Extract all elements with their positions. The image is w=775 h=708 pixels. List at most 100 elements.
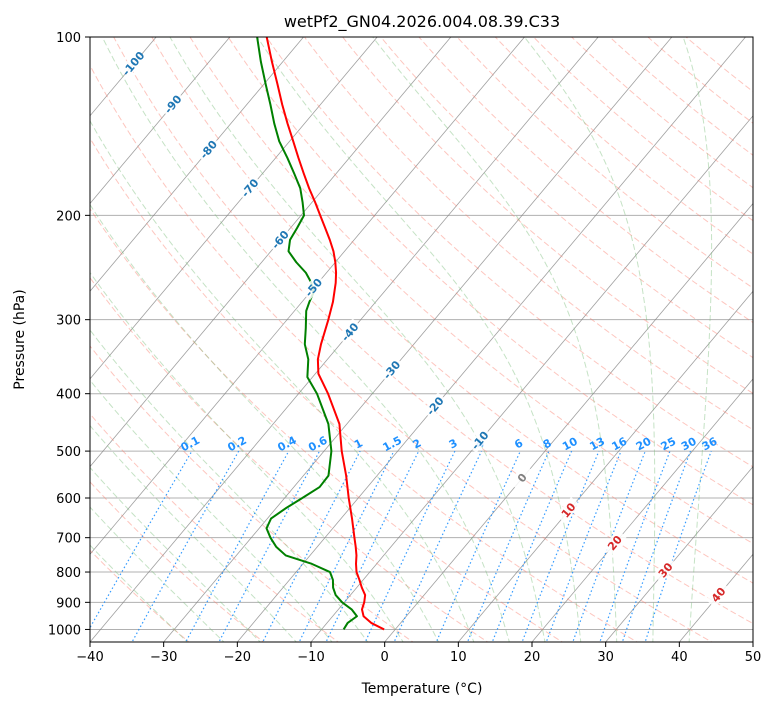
y-tick-label: 200 <box>56 209 81 224</box>
temperature-line <box>265 37 385 631</box>
moist-adiabat-line <box>90 379 333 642</box>
mixing-ratio-label: 25 <box>659 435 679 454</box>
isotherm-label-bg <box>602 529 627 556</box>
isotherm-line <box>90 37 526 555</box>
dry-adiabat-line <box>90 64 713 642</box>
mixing-ratio-line <box>644 450 712 642</box>
dry-adiabat-line <box>90 549 190 642</box>
mixing-ratio-line <box>545 450 622 642</box>
x-axis-label: Temperature (°C) <box>361 681 483 697</box>
plot-frame <box>89 36 754 643</box>
isotherm-line <box>384 202 753 642</box>
y-tick-label: 400 <box>56 388 81 403</box>
y-tick-label: 900 <box>56 596 81 611</box>
isotherm-label-bg <box>422 392 447 419</box>
x-tick-label: −20 <box>224 650 251 665</box>
isotherm-label-bg <box>160 90 185 117</box>
y-tick-label: 800 <box>56 566 81 581</box>
isotherm-line <box>236 37 747 642</box>
mixing-ratio-line <box>218 450 321 642</box>
x-tick-label: 40 <box>671 650 688 665</box>
y-tick-label: 500 <box>56 445 81 460</box>
mixing-ratio-line <box>262 450 361 642</box>
dry-adiabat-line <box>90 345 414 642</box>
isotherm-label-bg <box>555 496 581 523</box>
mixing-ratio-line <box>90 450 193 629</box>
isotherm-label-bg <box>300 274 326 301</box>
x-tick-label: 30 <box>597 650 614 665</box>
moist-adiabat-line <box>90 424 297 642</box>
isotherm-line <box>90 37 378 380</box>
y-tick-label: 100 <box>56 31 81 46</box>
mixing-ratio-line <box>185 450 290 642</box>
plot-area: 0.10.20.40.611.52346810131620253036-100-… <box>90 37 753 642</box>
x-tick-label: −30 <box>150 650 177 665</box>
isotherm-line <box>90 37 157 117</box>
dry-adiabat-line <box>151 37 753 584</box>
mixing-ratio-line <box>572 450 646 642</box>
isotherm-line <box>531 378 753 642</box>
isotherm-line <box>605 465 753 642</box>
mixing-ratio-label: 16 <box>610 435 630 454</box>
x-tick-label: −40 <box>76 650 103 665</box>
isotherm-label-bg <box>195 136 221 163</box>
x-tick-label: 10 <box>450 650 467 665</box>
isotherm-label-bg <box>509 464 534 491</box>
dry-adiabat-line <box>90 207 564 642</box>
moist-adiabat-line <box>90 271 404 642</box>
mixing-ratio-line <box>491 450 573 642</box>
dry-adiabat-line <box>265 37 753 468</box>
mixing-ratio-line <box>621 450 692 642</box>
mixing-ratio-label: 30 <box>679 435 699 454</box>
moist-adiabat-line <box>256 37 582 642</box>
chart-title: wetPf2_GN04.2026.004.08.39.C33 <box>284 12 560 32</box>
isotherm-line <box>678 553 753 642</box>
isotherm-label-bg <box>705 581 731 608</box>
moist-adiabat-line <box>90 203 440 642</box>
y-axis-label: Pressure (hPa) <box>12 289 28 389</box>
isotherm-label-bg <box>120 50 146 77</box>
moist-adiabat-line <box>90 466 261 642</box>
mixing-ratio-line <box>521 450 600 642</box>
moist-adiabat-line <box>90 329 369 642</box>
isotherm-label-bg <box>237 174 262 201</box>
mixing-ratio-label: 20 <box>634 435 654 454</box>
isotherm-line <box>90 37 305 292</box>
dry-adiabat-line <box>90 276 489 642</box>
moist-adiabat-line <box>169 37 546 642</box>
dry-adiabat-line <box>380 37 753 359</box>
dry-adiabat-line <box>227 37 753 506</box>
moist-adiabat-line <box>682 37 713 642</box>
mixing-ratio-label: 13 <box>587 435 607 454</box>
isotherm-line <box>90 37 452 468</box>
isotherm-label-bg <box>652 556 678 583</box>
mixing-ratio-line <box>599 450 671 642</box>
dry-adiabat-line <box>90 481 265 642</box>
y-tick-label: 700 <box>56 532 81 547</box>
y-tick-label: 1000 <box>48 623 81 638</box>
x-tick-label: −10 <box>297 650 324 665</box>
mixing-ratio-line <box>364 450 456 642</box>
x-tick-label: 50 <box>745 650 762 665</box>
y-tick-label: 600 <box>56 492 81 507</box>
isotherm-line <box>457 290 753 642</box>
dry-adiabat-line <box>456 37 753 289</box>
x-tick-label: 0 <box>381 650 389 665</box>
mixing-ratio-label: 36 <box>700 435 720 454</box>
isotherm-line <box>310 115 753 642</box>
isotherm-label-bg <box>378 356 404 383</box>
dewpoint-line <box>256 37 358 630</box>
moist-adiabat-line <box>90 119 475 642</box>
dry-adiabat-line <box>342 37 753 394</box>
isotherm-label-bg <box>337 318 362 345</box>
isotherm-label-bg <box>267 226 292 253</box>
dry-adiabat-line <box>418 37 753 324</box>
isotherm-label-bg <box>467 426 492 454</box>
dry-adiabat-line <box>189 37 753 545</box>
mixing-ratio-label: 10 <box>560 435 580 454</box>
y-tick-label: 300 <box>56 314 81 329</box>
mixing-ratio-line <box>466 450 550 642</box>
x-tick-label: 20 <box>524 650 541 665</box>
isotherm-line <box>163 37 673 642</box>
